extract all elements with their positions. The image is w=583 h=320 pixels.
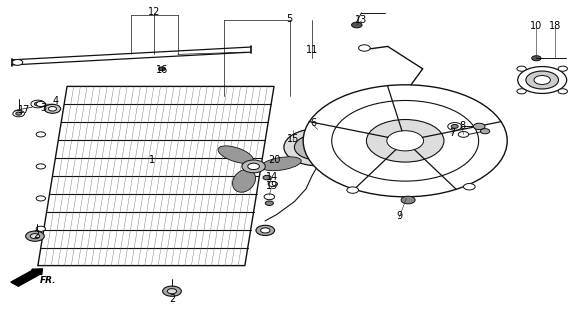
Circle shape [36, 132, 45, 137]
Circle shape [163, 286, 181, 296]
Circle shape [448, 123, 462, 130]
FancyArrow shape [11, 269, 43, 286]
Circle shape [558, 89, 567, 94]
Circle shape [558, 66, 567, 71]
Text: 6: 6 [310, 118, 316, 128]
Circle shape [451, 124, 458, 128]
Circle shape [36, 226, 45, 231]
Circle shape [359, 45, 370, 51]
Text: 15: 15 [287, 134, 300, 144]
Text: 7: 7 [449, 128, 455, 138]
Circle shape [44, 104, 61, 113]
Circle shape [242, 160, 265, 173]
Circle shape [463, 184, 475, 190]
Circle shape [248, 163, 259, 170]
Text: 12: 12 [148, 7, 161, 17]
Circle shape [167, 289, 177, 294]
Text: 13: 13 [355, 15, 368, 25]
Text: 14: 14 [266, 172, 279, 182]
Text: 4: 4 [52, 96, 58, 106]
Circle shape [12, 60, 23, 65]
Circle shape [526, 71, 559, 89]
Text: 2: 2 [34, 230, 40, 240]
Circle shape [159, 67, 166, 71]
Ellipse shape [233, 169, 255, 192]
Text: 19: 19 [265, 181, 278, 191]
Circle shape [332, 100, 479, 181]
Ellipse shape [261, 157, 301, 171]
Circle shape [366, 119, 444, 162]
Circle shape [473, 123, 485, 130]
Text: 5: 5 [287, 13, 293, 24]
Circle shape [480, 129, 490, 134]
Circle shape [36, 101, 45, 107]
Text: 8: 8 [459, 121, 465, 132]
Circle shape [517, 89, 526, 94]
Circle shape [26, 231, 44, 241]
Text: 18: 18 [549, 21, 561, 31]
Circle shape [352, 22, 362, 28]
Text: 1: 1 [149, 155, 154, 165]
Circle shape [518, 67, 567, 93]
Circle shape [387, 131, 423, 151]
Circle shape [532, 56, 541, 61]
Circle shape [284, 129, 352, 166]
Text: 17: 17 [18, 105, 31, 116]
Text: 20: 20 [268, 155, 281, 165]
Circle shape [264, 194, 275, 200]
Text: 10: 10 [530, 21, 543, 31]
Circle shape [294, 134, 341, 160]
Circle shape [263, 175, 271, 180]
Circle shape [305, 140, 331, 154]
Circle shape [303, 85, 507, 197]
Ellipse shape [218, 146, 253, 164]
Circle shape [34, 102, 41, 106]
Circle shape [534, 76, 550, 84]
Text: 3: 3 [41, 103, 47, 113]
Circle shape [458, 132, 469, 137]
Circle shape [256, 225, 275, 236]
Text: FR.: FR. [40, 276, 56, 285]
Circle shape [265, 201, 273, 205]
Circle shape [36, 164, 45, 169]
Circle shape [48, 107, 57, 111]
Circle shape [268, 181, 278, 187]
Text: 11: 11 [305, 44, 318, 55]
Circle shape [13, 110, 24, 117]
Circle shape [347, 187, 359, 193]
Text: 9: 9 [396, 211, 402, 221]
Text: 16: 16 [156, 65, 168, 75]
Circle shape [312, 144, 324, 150]
Circle shape [16, 112, 22, 115]
Text: 2: 2 [169, 294, 175, 304]
Circle shape [31, 100, 45, 108]
Circle shape [36, 196, 45, 201]
Circle shape [30, 234, 40, 239]
Circle shape [517, 66, 526, 71]
Circle shape [261, 228, 270, 233]
Circle shape [401, 196, 415, 204]
